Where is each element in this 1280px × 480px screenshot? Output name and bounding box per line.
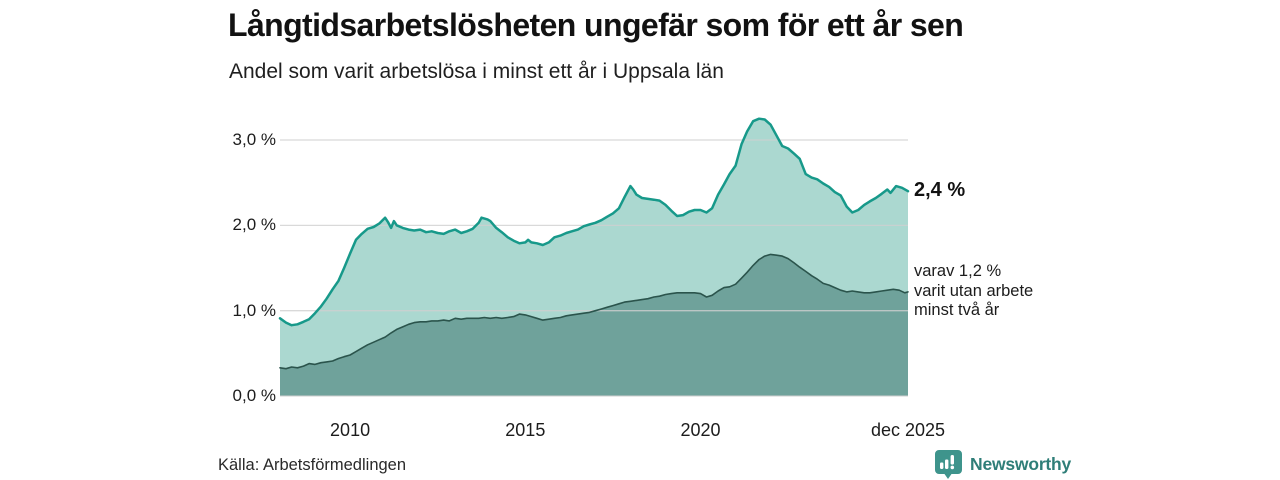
series-line-0 bbox=[278, 117, 910, 327]
series-line-1 bbox=[279, 253, 909, 370]
end-note-line: minst två år bbox=[914, 301, 1000, 319]
y-axis-tick-label: 2,0 % bbox=[232, 215, 276, 235]
series-end-note: varav 1,2 % varit utan arbete minst två … bbox=[914, 262, 1033, 321]
end-note-line: varit utan arbete bbox=[914, 281, 1034, 300]
source-attribution: Källa: Arbetsförmedlingen bbox=[218, 456, 407, 474]
x-axis-tick-label: 2010 bbox=[330, 420, 371, 440]
chart-title: Långtidsarbetslösheten ungefär som för e… bbox=[228, 7, 964, 43]
series-area-1 bbox=[280, 254, 908, 396]
series-areas-group bbox=[280, 118, 908, 396]
chart-subtitle: Andel som varit arbetslösa i minst ett å… bbox=[229, 60, 724, 83]
x-axis-tick-label: 2015 bbox=[505, 420, 546, 440]
series-lines-group bbox=[278, 117, 910, 370]
end-note-line: varav 1,2 % bbox=[914, 262, 1002, 280]
y-axis-tick-label: 3,0 % bbox=[232, 130, 276, 149]
y-axis-tick-label: 1,0 % bbox=[232, 300, 276, 320]
newsworthy-wordmark: Newsworthy bbox=[970, 453, 1072, 474]
x-axis-tick-label: dec 2025 bbox=[870, 420, 946, 440]
x-axis-tick-label: 2020 bbox=[680, 420, 721, 440]
newsworthy-bars-badge-icon bbox=[935, 450, 962, 479]
y-axis-tick-label: 0,0 % bbox=[232, 386, 276, 405]
newsworthy-logo: Newsworthy bbox=[934, 449, 1071, 479]
series-end-value-label: 2,4 % bbox=[914, 179, 966, 201]
